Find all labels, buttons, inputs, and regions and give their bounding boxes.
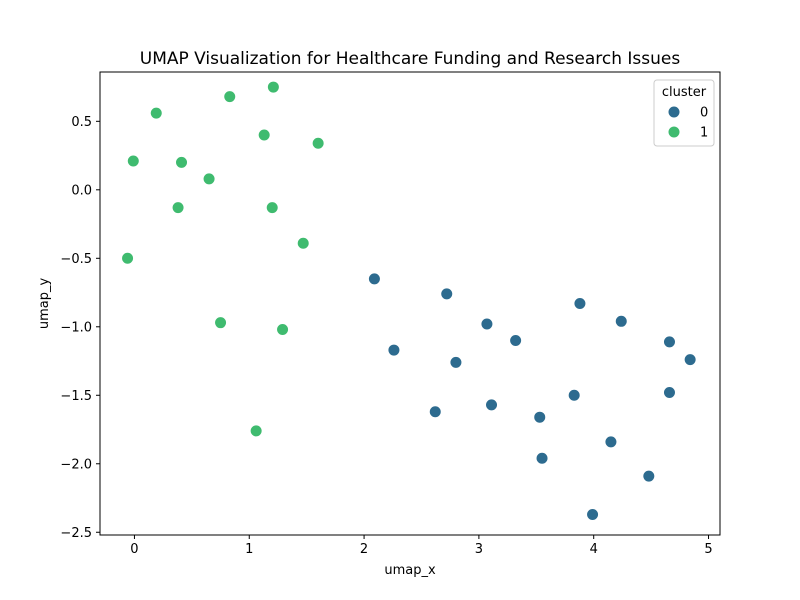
plot-area-frame bbox=[99, 71, 721, 536]
y-axis-label: umap_y bbox=[37, 278, 52, 330]
scatter-point-cluster-0 bbox=[683, 353, 697, 367]
scatter-point-cluster-0 bbox=[509, 333, 523, 347]
scatter-point-cluster-0 bbox=[367, 272, 381, 286]
x-axis-label: umap_x bbox=[384, 563, 436, 578]
scatter-point-cluster-1 bbox=[296, 236, 310, 250]
scatter-point-cluster-0 bbox=[614, 314, 628, 328]
chart-title: UMAP Visualization for Healthcare Fundin… bbox=[140, 49, 681, 69]
scatter-point-cluster-1 bbox=[126, 154, 140, 168]
x-tick-label: 3 bbox=[475, 542, 483, 557]
x-tick-label: 5 bbox=[704, 542, 712, 557]
scatter-point-cluster-1 bbox=[175, 155, 189, 169]
y-tick-label: −0.5 bbox=[60, 252, 92, 267]
scatter-point-cluster-0 bbox=[449, 355, 463, 369]
scatter-point-cluster-0 bbox=[662, 386, 676, 400]
y-tick-label: −2.5 bbox=[60, 526, 92, 541]
scatter-point-cluster-1 bbox=[311, 136, 325, 150]
legend-marker-cluster-0 bbox=[667, 105, 681, 119]
scatter-point-cluster-0 bbox=[567, 388, 581, 402]
scatter-point-cluster-1 bbox=[202, 172, 216, 186]
scatter-points bbox=[121, 80, 697, 521]
x-tick-label: 0 bbox=[130, 542, 138, 557]
scatter-point-cluster-1 bbox=[149, 106, 163, 120]
y-tick-label: −1.5 bbox=[60, 389, 92, 404]
scatter-point-cluster-0 bbox=[535, 451, 549, 465]
scatter-point-cluster-0 bbox=[485, 398, 499, 412]
scatter-point-cluster-0 bbox=[480, 317, 494, 331]
scatter-point-cluster-1 bbox=[265, 201, 279, 215]
scatter-point-cluster-1 bbox=[214, 316, 228, 330]
y-tick-label: 0.5 bbox=[71, 115, 92, 130]
legend-label-cluster-1: 1 bbox=[700, 126, 708, 141]
scatter-point-cluster-1 bbox=[223, 90, 237, 104]
y-axis-ticks: 0.5 0.0 −0.5 −1.0 −1.5 −2.0 −2.5 bbox=[60, 115, 100, 541]
x-tick-label: 1 bbox=[245, 542, 253, 557]
scatter-point-cluster-1 bbox=[266, 80, 280, 94]
scatter-point-cluster-0 bbox=[533, 410, 547, 424]
scatter-point-cluster-0 bbox=[642, 469, 656, 483]
x-axis-ticks: 0 1 2 3 4 5 bbox=[130, 535, 713, 557]
legend-items: 01 bbox=[667, 105, 708, 141]
scatter-point-cluster-0 bbox=[586, 507, 600, 521]
legend: cluster 01 bbox=[653, 79, 715, 147]
scatter-point-cluster-0 bbox=[662, 335, 676, 349]
y-tick-label: 0.0 bbox=[71, 183, 92, 198]
x-tick-label: 2 bbox=[360, 542, 368, 557]
scatter-point-cluster-1 bbox=[276, 323, 290, 337]
x-tick-label: 4 bbox=[590, 542, 598, 557]
legend-label-cluster-0: 0 bbox=[700, 106, 708, 121]
scatter-point-cluster-1 bbox=[121, 251, 135, 265]
legend-marker-cluster-1 bbox=[667, 125, 681, 139]
scatter-point-cluster-0 bbox=[573, 297, 587, 310]
y-tick-label: −2.0 bbox=[60, 457, 92, 472]
scatter-point-cluster-0 bbox=[604, 435, 618, 449]
scatter-point-cluster-0 bbox=[428, 405, 442, 419]
legend-title: cluster bbox=[662, 85, 707, 100]
scatter-point-cluster-1 bbox=[171, 201, 185, 215]
scatter-point-cluster-1 bbox=[249, 424, 263, 438]
scatter-point-cluster-1 bbox=[257, 128, 271, 142]
scatter-point-cluster-0 bbox=[440, 287, 454, 301]
scatter-point-cluster-0 bbox=[387, 343, 401, 357]
y-tick-label: −1.0 bbox=[60, 320, 92, 335]
